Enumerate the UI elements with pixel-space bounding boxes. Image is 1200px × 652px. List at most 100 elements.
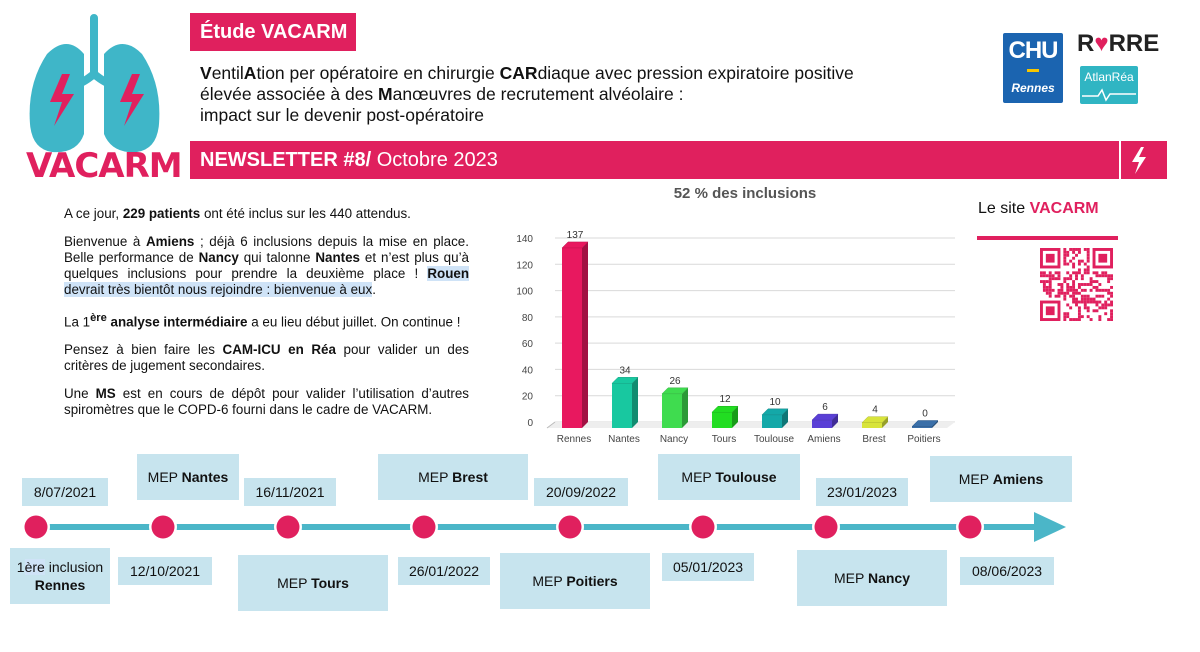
chart-bar-top (811, 413, 839, 421)
chart-bar-side (932, 420, 938, 428)
text-run: devrait très bientôt nous rejoindre : bi… (64, 282, 373, 297)
data-label: 6 (822, 402, 828, 413)
timeline-arrow (1034, 512, 1066, 542)
site-label-brand: VACARM (1029, 200, 1099, 217)
timeline (22, 512, 1066, 542)
text-run: CAM-ICU en Réa (222, 342, 336, 358)
text-run: ont été inclus sur les 440 attendus. (200, 206, 411, 221)
chart-bar (612, 383, 632, 428)
timeline-dot (691, 515, 715, 539)
text-run: Rouen (427, 266, 469, 281)
data-label: 0 (922, 409, 928, 420)
chart-bar-side (632, 377, 638, 428)
timeline-dot (814, 515, 838, 539)
chart-bar-top (861, 416, 889, 423)
title-line: VentilAtion per opératoire en chirurgie … (200, 63, 960, 84)
title-line: impact sur le devenir post-opératoire (200, 105, 960, 126)
text-run: qui talonne (238, 250, 316, 265)
axis-corner (546, 421, 556, 429)
timeline-dot (151, 515, 175, 539)
text-run: entil (211, 63, 244, 83)
x-tick-label: Amiens (807, 434, 840, 445)
chart-bar (912, 426, 932, 428)
chu-dash (1027, 69, 1039, 72)
site-label[interactable]: Le site VACARM (978, 200, 1099, 218)
chart-bar (662, 393, 682, 428)
chart-bar (862, 422, 882, 428)
data-label: 10 (769, 397, 781, 408)
data-label: 4 (872, 405, 878, 416)
text-run: tion per opératoire en chirurgie (256, 63, 500, 83)
text-run: ; déjà 6 inclusions depuis la mise en pl… (64, 234, 469, 265)
text-run: anœuvres de recrutement alvéolaire : (392, 84, 684, 104)
chart-bar-top (761, 408, 789, 416)
y-tick-label: 140 (516, 234, 533, 245)
chart-bar-top (661, 387, 689, 395)
y-tick-label: 80 (522, 313, 534, 324)
text-run: Amiens (145, 234, 195, 249)
text-run: Nancy (198, 250, 239, 265)
title-line: élevée associée à des Manœuvres de recru… (200, 84, 960, 105)
x-tick-label: Brest (862, 434, 886, 445)
text-run: ère (90, 312, 107, 324)
timeline-dot (24, 515, 48, 539)
y-tick-label: 100 (516, 287, 533, 298)
body-paragraph: La 1ère analyse intermédiaire a eu lieu … (64, 310, 469, 330)
text-run: CAR (499, 63, 538, 83)
newsletter-number: NEWSLETTER #8/ (200, 149, 372, 171)
logo-text: VACARM (26, 146, 183, 186)
text-run: . (372, 282, 376, 297)
text-run: Pensez à bien faire les (64, 342, 223, 358)
timeline-dot (558, 515, 582, 539)
site-divider (977, 236, 1118, 240)
x-tick-label: Tours (712, 434, 736, 445)
text-run: 229 patients (122, 206, 201, 221)
chart-bar (762, 414, 782, 428)
lightning-bolt-icon (1119, 141, 1157, 179)
study-title: VentilAtion per opératoire en chirurgie … (200, 63, 960, 126)
x-tick-label: Rennes (557, 434, 591, 445)
newsletter-bar: NEWSLETTER #8/ Octobre 2023 (190, 141, 1167, 179)
y-tick-label: 120 (516, 260, 533, 271)
chart-bar-top (561, 241, 589, 249)
data-label: 137 (567, 230, 584, 241)
body-paragraph: A ce jour, 229 patients ont été inclus s… (64, 206, 469, 222)
text-run: et n’est plus qu’à quelques inclusions p… (64, 250, 469, 281)
body-paragraph: Pensez à bien faire les CAM-ICU en Réa p… (64, 342, 469, 374)
text-run: pour valider un des critères de jugement… (64, 342, 469, 374)
text-run: Une (64, 386, 96, 402)
chart-floor (547, 422, 955, 428)
x-tick-label: Poitiers (907, 434, 940, 445)
body-paragraph: Une MS est en cours de dépôt pour valide… (64, 386, 469, 418)
atlanrea-logo: AtlanRéa (1080, 66, 1138, 104)
text-run: a eu lieu début juillet. On continue ! (247, 314, 461, 330)
site-label-prefix: Le site (978, 200, 1030, 217)
text-run: analyse intermédiaire (106, 314, 248, 330)
chu-rennes-logo: CHU Rennes (1003, 33, 1063, 103)
qr-code-icon[interactable] (1040, 248, 1113, 321)
chart-bar-side (682, 387, 688, 428)
chart-bar-side (582, 241, 588, 428)
text-run: Bienvenue à (64, 234, 146, 249)
chart-bar-top (611, 377, 639, 384)
text-run: Nantes (315, 250, 360, 265)
chu-text: CHU (1008, 37, 1059, 64)
timeline-dot (958, 515, 982, 539)
chart-bar (562, 247, 582, 428)
chu-city: Rennes (1011, 81, 1055, 95)
text-run: A ce jour, (64, 206, 123, 221)
chart-bar (712, 412, 732, 428)
chart-bar-side (882, 416, 888, 428)
x-tick-label: Nantes (608, 434, 640, 445)
text-run: M (378, 84, 393, 104)
y-tick-label: 0 (527, 418, 533, 429)
text-run: V (200, 63, 212, 83)
chart-title: 52 % des inclusions (673, 185, 817, 202)
text-run: est en cours de dépôt pour valider l’uti… (64, 386, 469, 418)
chart-bar-top (911, 420, 939, 427)
text-run: élevée associée à des (200, 84, 379, 104)
text-run: La 1 (64, 314, 91, 330)
chart-bar-top (711, 405, 739, 413)
y-tick-label: 60 (522, 339, 534, 350)
